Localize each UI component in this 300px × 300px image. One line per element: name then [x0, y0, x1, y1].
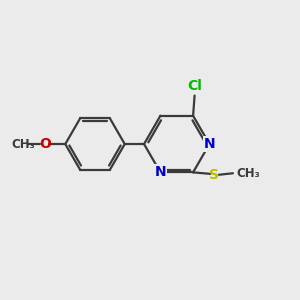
Text: N: N [204, 137, 215, 151]
Text: Cl: Cl [187, 79, 202, 93]
Text: O: O [39, 137, 51, 151]
Text: S: S [209, 168, 220, 182]
Text: CH₃: CH₃ [12, 138, 36, 151]
Text: CH₃: CH₃ [236, 167, 260, 180]
Text: N: N [154, 165, 166, 179]
